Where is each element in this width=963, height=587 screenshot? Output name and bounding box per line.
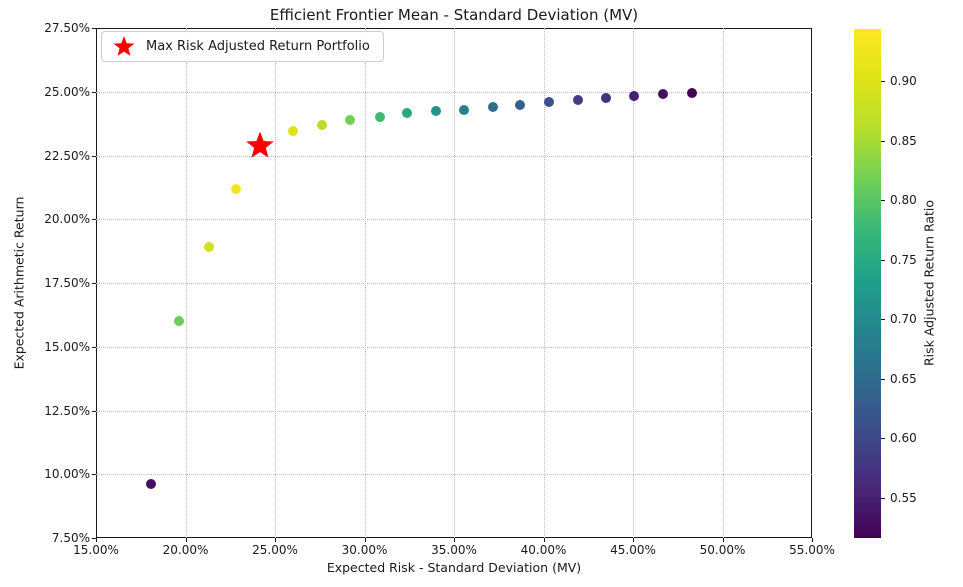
x-tick-mark bbox=[633, 538, 634, 542]
x-tick-label: 20.00% bbox=[162, 543, 209, 557]
colorbar-tick-mark bbox=[881, 497, 885, 499]
x-tick-mark bbox=[543, 538, 545, 542]
y-tick-mark bbox=[92, 283, 96, 284]
colorbar-tick-label: 0.55 bbox=[890, 490, 917, 505]
scatter-point bbox=[230, 183, 241, 194]
scatter-point bbox=[146, 479, 157, 490]
scatter-point bbox=[287, 126, 298, 137]
x-tick-label: 25.00% bbox=[252, 543, 298, 557]
gridline-horizontal bbox=[96, 91, 812, 93]
scatter-point bbox=[458, 104, 469, 115]
y-tick-mark bbox=[92, 219, 96, 221]
y-tick-label: 27.50% bbox=[44, 21, 90, 35]
y-tick-mark bbox=[92, 28, 96, 29]
x-axis-label: Expected Risk - Standard Deviation (MV) bbox=[326, 560, 582, 575]
x-tick-mark bbox=[275, 538, 276, 542]
y-tick-label: 7.50% bbox=[51, 531, 90, 545]
scatter-point bbox=[316, 119, 327, 130]
y-tick-label: 17.50% bbox=[44, 276, 90, 290]
y-tick-label: 20.00% bbox=[44, 212, 90, 227]
colorbar-tick-mark bbox=[881, 378, 885, 380]
x-tick-mark bbox=[812, 538, 813, 542]
gridline-horizontal bbox=[96, 155, 812, 157]
gridline-horizontal bbox=[96, 474, 812, 476]
gridline-horizontal bbox=[96, 410, 812, 412]
colorbar bbox=[854, 29, 881, 538]
legend-label: Max Risk Adjusted Return Portfolio bbox=[146, 39, 370, 54]
colorbar-tick-mark bbox=[881, 259, 885, 261]
colorbar-tick-mark bbox=[881, 200, 885, 202]
colorbar-tick-label: 0.65 bbox=[890, 371, 917, 386]
gridline-horizontal bbox=[96, 283, 812, 284]
x-tick-label: 55.00% bbox=[789, 543, 835, 557]
x-tick-mark bbox=[722, 538, 724, 542]
colorbar-tick-mark bbox=[881, 81, 885, 83]
scatter-point bbox=[374, 112, 385, 123]
scatter-point bbox=[601, 93, 612, 104]
scatter-point bbox=[543, 96, 554, 107]
scatter-point bbox=[687, 88, 698, 99]
scatter-point bbox=[628, 91, 639, 102]
x-tick-mark bbox=[185, 538, 187, 542]
x-tick-mark bbox=[96, 538, 97, 542]
scatter-point bbox=[203, 242, 214, 253]
chart-title: Efficient Frontier Mean - Standard Devia… bbox=[269, 6, 639, 24]
colorbar-tick-label: 0.70 bbox=[890, 312, 917, 327]
scatter-point bbox=[402, 108, 413, 119]
scatter-point bbox=[572, 94, 583, 105]
y-tick-label: 12.50% bbox=[44, 403, 90, 418]
colorbar-tick-mark bbox=[881, 438, 885, 440]
scatter-point bbox=[488, 102, 499, 113]
x-tick-label: 40.00% bbox=[520, 543, 567, 557]
scatter-point bbox=[515, 99, 526, 110]
x-tick-label: 45.00% bbox=[610, 543, 656, 557]
x-tick-label: 15.00% bbox=[73, 543, 119, 557]
x-tick-label: 35.00% bbox=[431, 543, 477, 557]
y-tick-label: 15.00% bbox=[44, 339, 90, 354]
scatter-point bbox=[174, 316, 185, 327]
gridline-horizontal bbox=[96, 346, 812, 348]
x-tick-label: 50.00% bbox=[699, 543, 746, 557]
colorbar-tick-mark bbox=[881, 140, 885, 142]
legend-star-icon bbox=[113, 35, 135, 56]
colorbar-tick-label: 0.90 bbox=[890, 74, 917, 89]
y-tick-mark bbox=[92, 410, 96, 412]
y-tick-mark bbox=[92, 346, 96, 348]
scatter-point bbox=[658, 89, 669, 100]
scatter-point bbox=[431, 105, 442, 116]
legend: Max Risk Adjusted Return Portfolio bbox=[101, 31, 384, 62]
y-tick-mark bbox=[92, 155, 96, 157]
colorbar-tick-label: 0.60 bbox=[890, 431, 917, 446]
scatter-point bbox=[345, 114, 356, 125]
y-tick-label: 22.50% bbox=[44, 148, 90, 163]
x-tick-mark bbox=[364, 538, 366, 542]
colorbar-tick-label: 0.80 bbox=[890, 193, 917, 208]
x-tick-label: 30.00% bbox=[341, 543, 388, 557]
y-tick-mark bbox=[92, 91, 96, 93]
colorbar-tick-mark bbox=[881, 319, 885, 321]
y-tick-mark bbox=[92, 538, 96, 539]
gridline-horizontal bbox=[96, 219, 812, 221]
y-tick-label: 25.00% bbox=[44, 84, 90, 99]
colorbar-tick-label: 0.85 bbox=[890, 133, 917, 148]
x-tick-mark bbox=[454, 538, 455, 542]
y-tick-label: 10.00% bbox=[44, 467, 90, 482]
y-axis-label: Expected Arithmetic Return bbox=[11, 196, 27, 370]
y-tick-mark bbox=[92, 474, 96, 476]
colorbar-label: Risk Adjusted Return Ratio bbox=[921, 199, 937, 367]
colorbar-tick-label: 0.75 bbox=[890, 252, 917, 267]
max-point-star-icon bbox=[245, 131, 274, 158]
